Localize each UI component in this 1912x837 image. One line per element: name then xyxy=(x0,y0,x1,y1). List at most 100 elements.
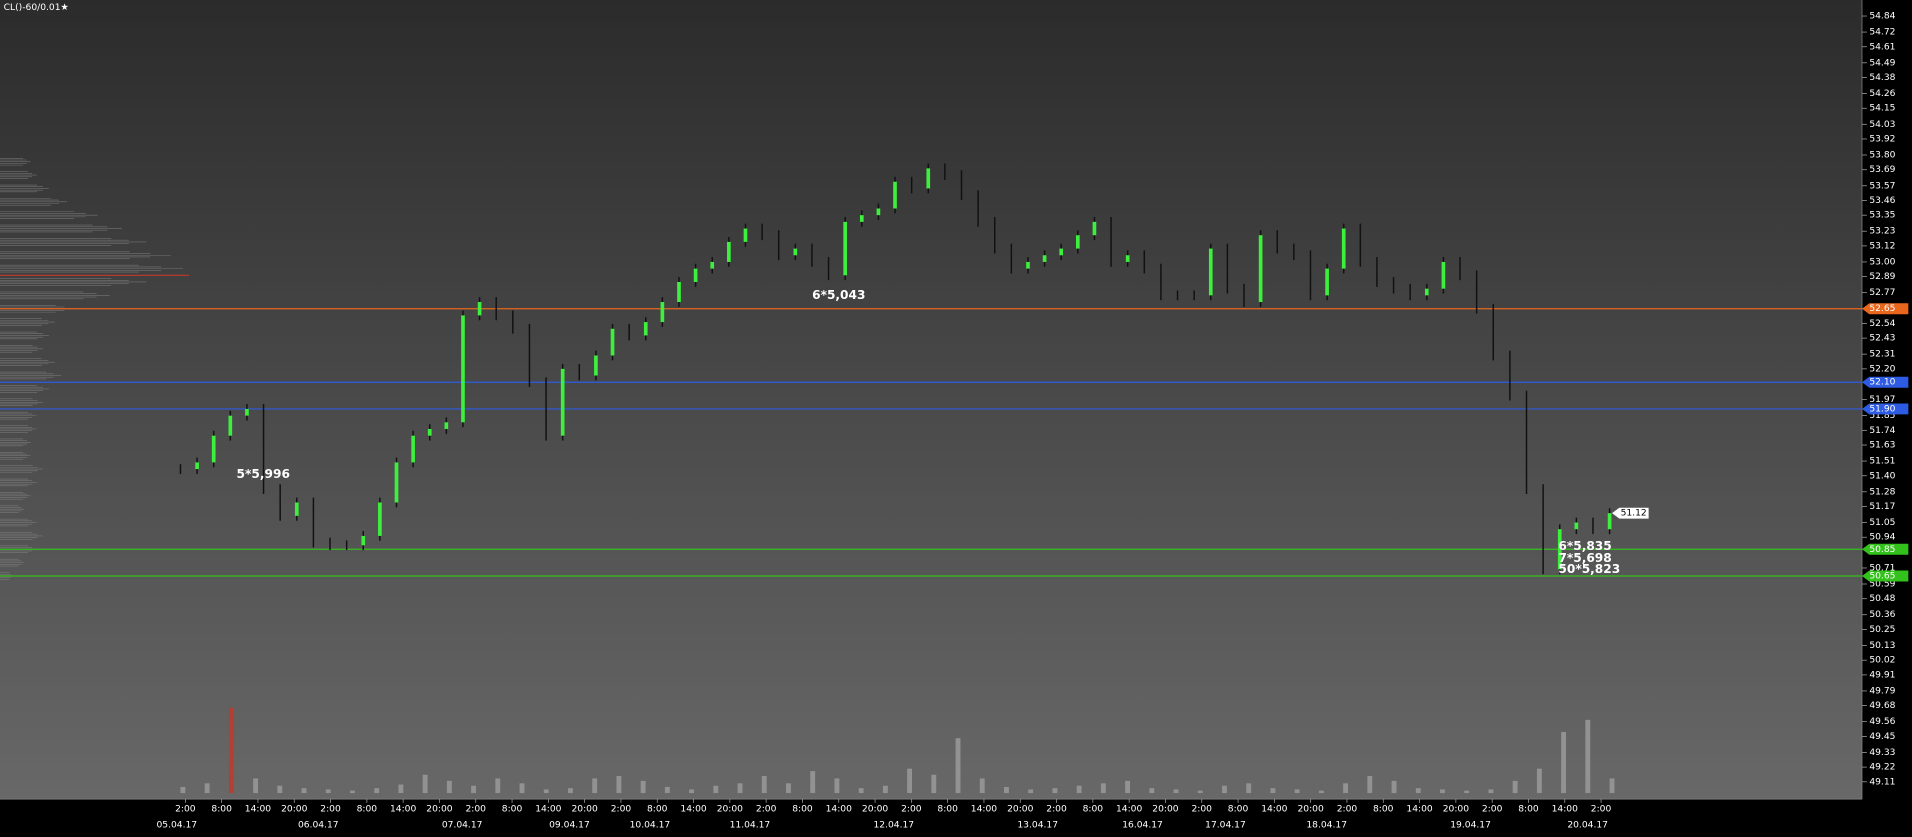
x-tick-label: 14:00 xyxy=(1261,804,1287,814)
volume-bar xyxy=(1125,780,1131,794)
date-label: 19.04.17 xyxy=(1450,820,1491,830)
y-tick-label: 50.48 xyxy=(1869,594,1895,604)
level-tag xyxy=(1862,543,1909,555)
price-body xyxy=(394,462,399,503)
volume-bar xyxy=(592,778,598,794)
volume-bar xyxy=(471,785,477,794)
y-tick-label: 52.31 xyxy=(1869,350,1895,360)
price-body xyxy=(228,415,233,436)
y-tick-label: 51.05 xyxy=(1869,518,1895,528)
y-tick-label: 49.45 xyxy=(1869,732,1895,742)
volume-bar xyxy=(616,775,622,794)
volume-bar xyxy=(931,774,937,794)
y-tick-label: 53.92 xyxy=(1869,134,1895,144)
x-tick-label: 14:00 xyxy=(1552,804,1578,814)
volume-bar xyxy=(834,778,840,794)
y-tick-label: 53.23 xyxy=(1869,227,1895,237)
volume-bar xyxy=(1294,789,1300,794)
y-tick-label: 49.11 xyxy=(1869,777,1895,787)
y-tick-label: 49.22 xyxy=(1869,763,1895,773)
price-body xyxy=(1258,235,1263,303)
level-label: 50.65 xyxy=(1869,571,1895,581)
price-body xyxy=(660,302,665,323)
price-body xyxy=(444,422,449,429)
x-tick-label: 20:00 xyxy=(572,804,598,814)
volume-bar xyxy=(1391,780,1397,794)
y-tick-label: 52.89 xyxy=(1869,272,1895,282)
price-body xyxy=(876,208,881,216)
x-tick-label: 14:00 xyxy=(245,804,271,814)
volume-bar xyxy=(519,783,525,794)
volume-bar xyxy=(1512,780,1518,794)
volume-bar xyxy=(495,778,501,794)
volume-bar xyxy=(1197,790,1203,794)
date-label: 12.04.17 xyxy=(873,820,914,830)
level-tag xyxy=(1862,403,1909,415)
date-label: 07.04.17 xyxy=(442,820,483,830)
y-tick-label: 51.40 xyxy=(1869,471,1895,481)
price-body xyxy=(361,535,366,546)
volume-bar xyxy=(1464,790,1470,794)
volume-bar xyxy=(1415,788,1421,794)
price-body xyxy=(427,428,432,436)
volume-bar xyxy=(1318,790,1324,794)
x-tick-label: 2:00 xyxy=(1337,804,1358,814)
volume-bar xyxy=(1173,789,1179,794)
volume-bar xyxy=(1536,768,1542,794)
volume-bar xyxy=(713,785,719,794)
price-body xyxy=(1092,221,1097,236)
x-tick-label: 8:00 xyxy=(1083,804,1104,814)
y-tick-label: 53.00 xyxy=(1869,257,1895,267)
annotation: 7*5,698 xyxy=(1558,551,1611,565)
y-tick-label: 50.36 xyxy=(1869,610,1895,620)
volume-bar xyxy=(1488,789,1494,794)
volume-bar xyxy=(737,783,743,794)
volume-bar xyxy=(1440,789,1445,794)
x-tick-label: 20:00 xyxy=(1298,804,1324,814)
price-body xyxy=(1208,248,1213,296)
price-body xyxy=(677,281,681,303)
volume-bar xyxy=(955,738,961,794)
volume-bar xyxy=(1004,786,1009,794)
volume-bar xyxy=(979,778,985,794)
date-label: 17.04.17 xyxy=(1205,820,1246,830)
time-axis-panel xyxy=(0,799,1863,837)
volume-bar xyxy=(786,783,791,794)
volume-bar xyxy=(543,789,549,794)
x-tick-label: 8:00 xyxy=(502,804,523,814)
x-tick-label: 2:00 xyxy=(320,804,341,814)
volume-bar xyxy=(253,778,259,794)
date-label: 11.04.17 xyxy=(730,820,771,830)
volume-bar xyxy=(761,775,767,794)
volume-bar xyxy=(1028,789,1034,794)
y-tick-label: 54.72 xyxy=(1869,28,1895,38)
x-tick-label: 20:00 xyxy=(862,804,888,814)
volume-bar xyxy=(858,788,864,794)
price-body xyxy=(1574,522,1579,530)
y-tick-label: 51.74 xyxy=(1869,426,1895,436)
price-body xyxy=(211,435,216,463)
y-tick-label: 51.63 xyxy=(1869,441,1895,451)
date-label: 13.04.17 xyxy=(1017,820,1058,830)
volume-bar xyxy=(882,785,888,794)
x-tick-label: 8:00 xyxy=(357,804,378,814)
x-tick-label: 20:00 xyxy=(1152,804,1178,814)
price-body xyxy=(461,315,465,423)
y-tick-label: 54.84 xyxy=(1869,12,1895,22)
x-tick-label: 2:00 xyxy=(1046,804,1067,814)
y-tick-label: 51.97 xyxy=(1869,395,1895,405)
price-body xyxy=(743,228,748,242)
volume-bar xyxy=(1561,732,1567,794)
date-label: 20.04.17 xyxy=(1567,820,1608,830)
price-axis-panel xyxy=(1862,0,1912,837)
date-label: 18.04.17 xyxy=(1306,820,1347,830)
volume-bar xyxy=(1343,783,1349,794)
y-tick-label: 53.46 xyxy=(1869,196,1895,206)
volume-bar xyxy=(422,774,428,794)
x-tick-label: 14:00 xyxy=(680,804,706,814)
volume-bar xyxy=(374,788,380,794)
volume-bar xyxy=(1052,788,1058,794)
y-tick-label: 51.85 xyxy=(1869,411,1895,421)
x-tick-label: 14:00 xyxy=(826,804,852,814)
